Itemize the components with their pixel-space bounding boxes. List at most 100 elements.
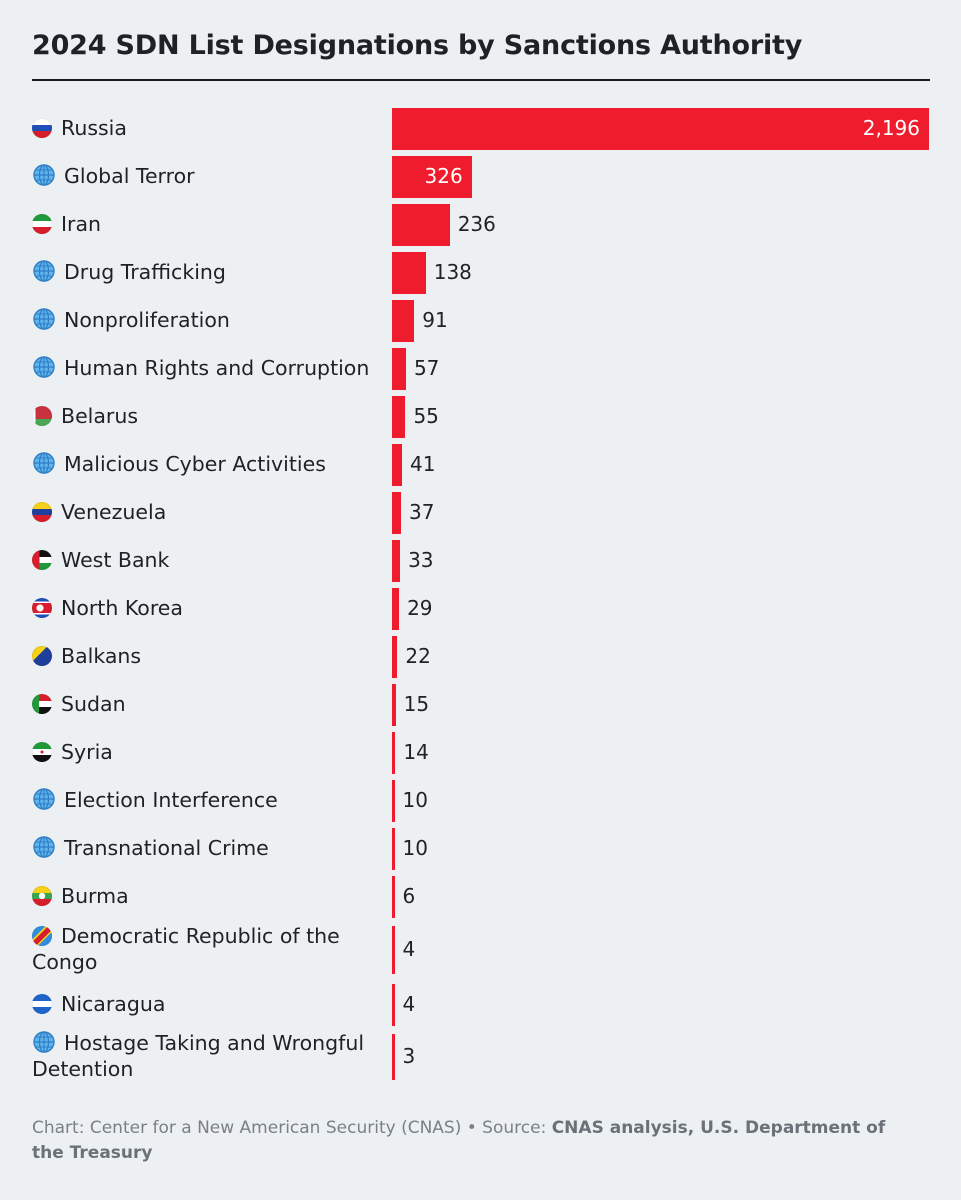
bar bbox=[392, 876, 395, 918]
category-label: Transnational Crime bbox=[32, 835, 387, 861]
value-label: 10 bbox=[402, 788, 428, 812]
value-label: 14 bbox=[403, 740, 429, 764]
category-label-text: Nonproliferation bbox=[64, 308, 230, 332]
category-label-text: Syria bbox=[61, 740, 113, 764]
chart-row: North Korea 29 bbox=[0, 588, 961, 630]
bar bbox=[392, 828, 395, 870]
value-label: 326 bbox=[424, 164, 463, 188]
flag-burma-icon bbox=[32, 886, 52, 906]
category-label-text: Venezuela bbox=[61, 500, 167, 524]
globe-icon bbox=[33, 260, 55, 282]
flag-nicaragua-icon bbox=[32, 994, 52, 1014]
bar bbox=[392, 1034, 395, 1080]
value-label: 10 bbox=[402, 836, 428, 860]
category-label-text: North Korea bbox=[61, 596, 183, 620]
chart-row: Transnational Crime 10 bbox=[0, 828, 961, 870]
value-label: 15 bbox=[403, 692, 430, 716]
chart-row: Balkans 22 bbox=[0, 636, 961, 678]
globe-icon bbox=[33, 788, 55, 810]
value-label: 55 bbox=[413, 404, 439, 428]
value-label: 91 bbox=[422, 308, 448, 332]
bar bbox=[392, 300, 415, 342]
category-label: Sudan bbox=[32, 691, 387, 717]
category-label: Election Interference bbox=[32, 787, 387, 813]
flag-drc-icon bbox=[32, 926, 52, 946]
value-label: 57 bbox=[413, 356, 440, 380]
value-label: 4 bbox=[402, 937, 416, 961]
category-label-text: Global Terror bbox=[64, 164, 195, 188]
category-label: Iran bbox=[32, 211, 387, 237]
chart-footer: Chart: Center for a New American Securit… bbox=[32, 1116, 922, 1166]
bar bbox=[392, 348, 406, 390]
category-label-text: Balkans bbox=[61, 644, 142, 668]
value-label: 33 bbox=[408, 548, 434, 572]
chart-row: Belarus 55 bbox=[0, 396, 961, 438]
flag-venezuela-icon bbox=[32, 502, 52, 522]
category-label: West Bank bbox=[32, 547, 387, 573]
category-label: Syria bbox=[32, 739, 387, 765]
flag-sudan-icon bbox=[32, 694, 52, 714]
globe-icon bbox=[33, 164, 55, 186]
globe-icon bbox=[33, 1031, 55, 1053]
category-label-text: Democratic Republic of the Congo bbox=[32, 924, 340, 974]
globe-icon bbox=[33, 356, 55, 378]
chart-row: Sudan 15 bbox=[0, 684, 961, 726]
category-label: Balkans bbox=[32, 643, 387, 669]
category-label-text: Burma bbox=[61, 884, 129, 908]
category-label: Belarus bbox=[32, 403, 387, 429]
value-label: 138 bbox=[433, 260, 472, 284]
bar bbox=[392, 636, 398, 678]
value-label: 6 bbox=[402, 884, 416, 908]
category-label: Human Rights and Corruption bbox=[32, 355, 387, 381]
category-label-text: Transnational Crime bbox=[64, 836, 269, 860]
bar bbox=[392, 444, 403, 486]
chart-row: Russia 2,196 bbox=[0, 108, 961, 150]
flag-north-korea-icon bbox=[32, 598, 52, 618]
flag-belarus-icon bbox=[32, 406, 52, 426]
value-label: 37 bbox=[409, 500, 435, 524]
chart-row: Human Rights and Corruption 57 bbox=[0, 348, 961, 390]
category-label: Democratic Republic of the Congo bbox=[32, 923, 387, 975]
category-label-text: Nicaragua bbox=[61, 992, 166, 1016]
category-label: Nonproliferation bbox=[32, 307, 387, 333]
value-label: 236 bbox=[457, 212, 496, 236]
flag-iran-icon bbox=[32, 214, 52, 234]
footer-source: CNAS analysis, U.S. Department of the Tr… bbox=[32, 1118, 886, 1163]
category-label-text: Hostage Taking and Wrongful Detention bbox=[32, 1031, 365, 1081]
bar bbox=[392, 926, 395, 974]
flag-palestine-icon bbox=[32, 550, 52, 570]
bar bbox=[392, 732, 396, 774]
category-label-text: Malicious Cyber Activities bbox=[64, 452, 326, 476]
bar bbox=[392, 588, 400, 630]
chart-row: West Bank 33 bbox=[0, 540, 961, 582]
chart-row: Nicaragua 4 bbox=[0, 984, 961, 1026]
chart-row: Hostage Taking and Wrongful Detention 3 bbox=[0, 1030, 961, 1082]
bar bbox=[392, 108, 929, 150]
bar bbox=[392, 396, 406, 438]
bar bbox=[392, 540, 401, 582]
category-label-text: West Bank bbox=[61, 548, 170, 572]
value-label: 3 bbox=[402, 1044, 416, 1068]
category-label-text: Sudan bbox=[61, 692, 126, 716]
flag-syria-icon bbox=[32, 742, 52, 762]
category-label: Hostage Taking and Wrongful Detention bbox=[32, 1030, 387, 1082]
bar bbox=[392, 492, 402, 534]
category-label: Drug Trafficking bbox=[32, 259, 387, 285]
category-label-text: Human Rights and Corruption bbox=[64, 356, 370, 380]
chart-title: 2024 SDN List Designations by Sanctions … bbox=[32, 30, 803, 61]
bar bbox=[392, 684, 396, 726]
chart-row: Democratic Republic of the Congo 4 bbox=[0, 924, 961, 976]
category-label-text: Drug Trafficking bbox=[64, 260, 226, 284]
chart-row: Election Interference 10 bbox=[0, 780, 961, 822]
category-label: Venezuela bbox=[32, 499, 387, 525]
flag-russia-icon bbox=[32, 118, 52, 138]
value-label: 2,196 bbox=[862, 116, 920, 140]
chart-row: Burma 6 bbox=[0, 876, 961, 918]
category-label-text: Russia bbox=[61, 116, 127, 140]
category-label: Nicaragua bbox=[32, 991, 387, 1017]
globe-icon bbox=[33, 308, 55, 330]
category-label: Russia bbox=[32, 115, 387, 141]
category-label-text: Election Interference bbox=[64, 788, 278, 812]
bar bbox=[392, 204, 450, 246]
